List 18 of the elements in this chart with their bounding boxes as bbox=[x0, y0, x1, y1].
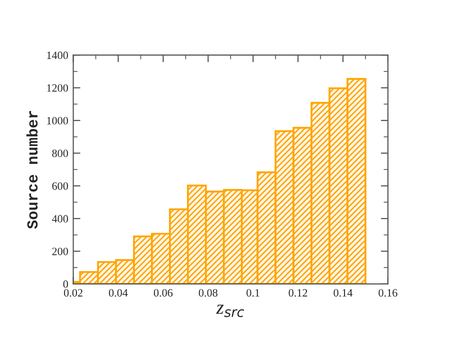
x-tick-label: 0.02 bbox=[64, 289, 82, 297]
y-tick-label: 200 bbox=[52, 248, 68, 256]
y-tick-label: 400 bbox=[52, 215, 68, 223]
x-tick-label: 0.1 bbox=[246, 289, 260, 297]
x-tick-label: 0.06 bbox=[154, 289, 173, 297]
x-tick-label: 0.12 bbox=[288, 289, 308, 297]
y-tick-label: 1000 bbox=[47, 116, 68, 124]
y-tick-label: 800 bbox=[52, 150, 68, 158]
x-axis-title: z$_{src}$ bbox=[216, 304, 244, 318]
x-tick-label: 0.16 bbox=[378, 289, 398, 297]
y-tick-label: 0 bbox=[63, 280, 68, 288]
y-tick-label: 600 bbox=[52, 182, 68, 190]
y-tick-label: 1200 bbox=[47, 84, 68, 92]
y-axis-title: Source number bbox=[26, 111, 38, 229]
y-tick-label: 1400 bbox=[47, 52, 68, 60]
x-tick-label: 0.14 bbox=[334, 289, 353, 297]
x-tick-label: 0.08 bbox=[198, 289, 218, 297]
x-tick-label: 0.04 bbox=[108, 289, 128, 297]
